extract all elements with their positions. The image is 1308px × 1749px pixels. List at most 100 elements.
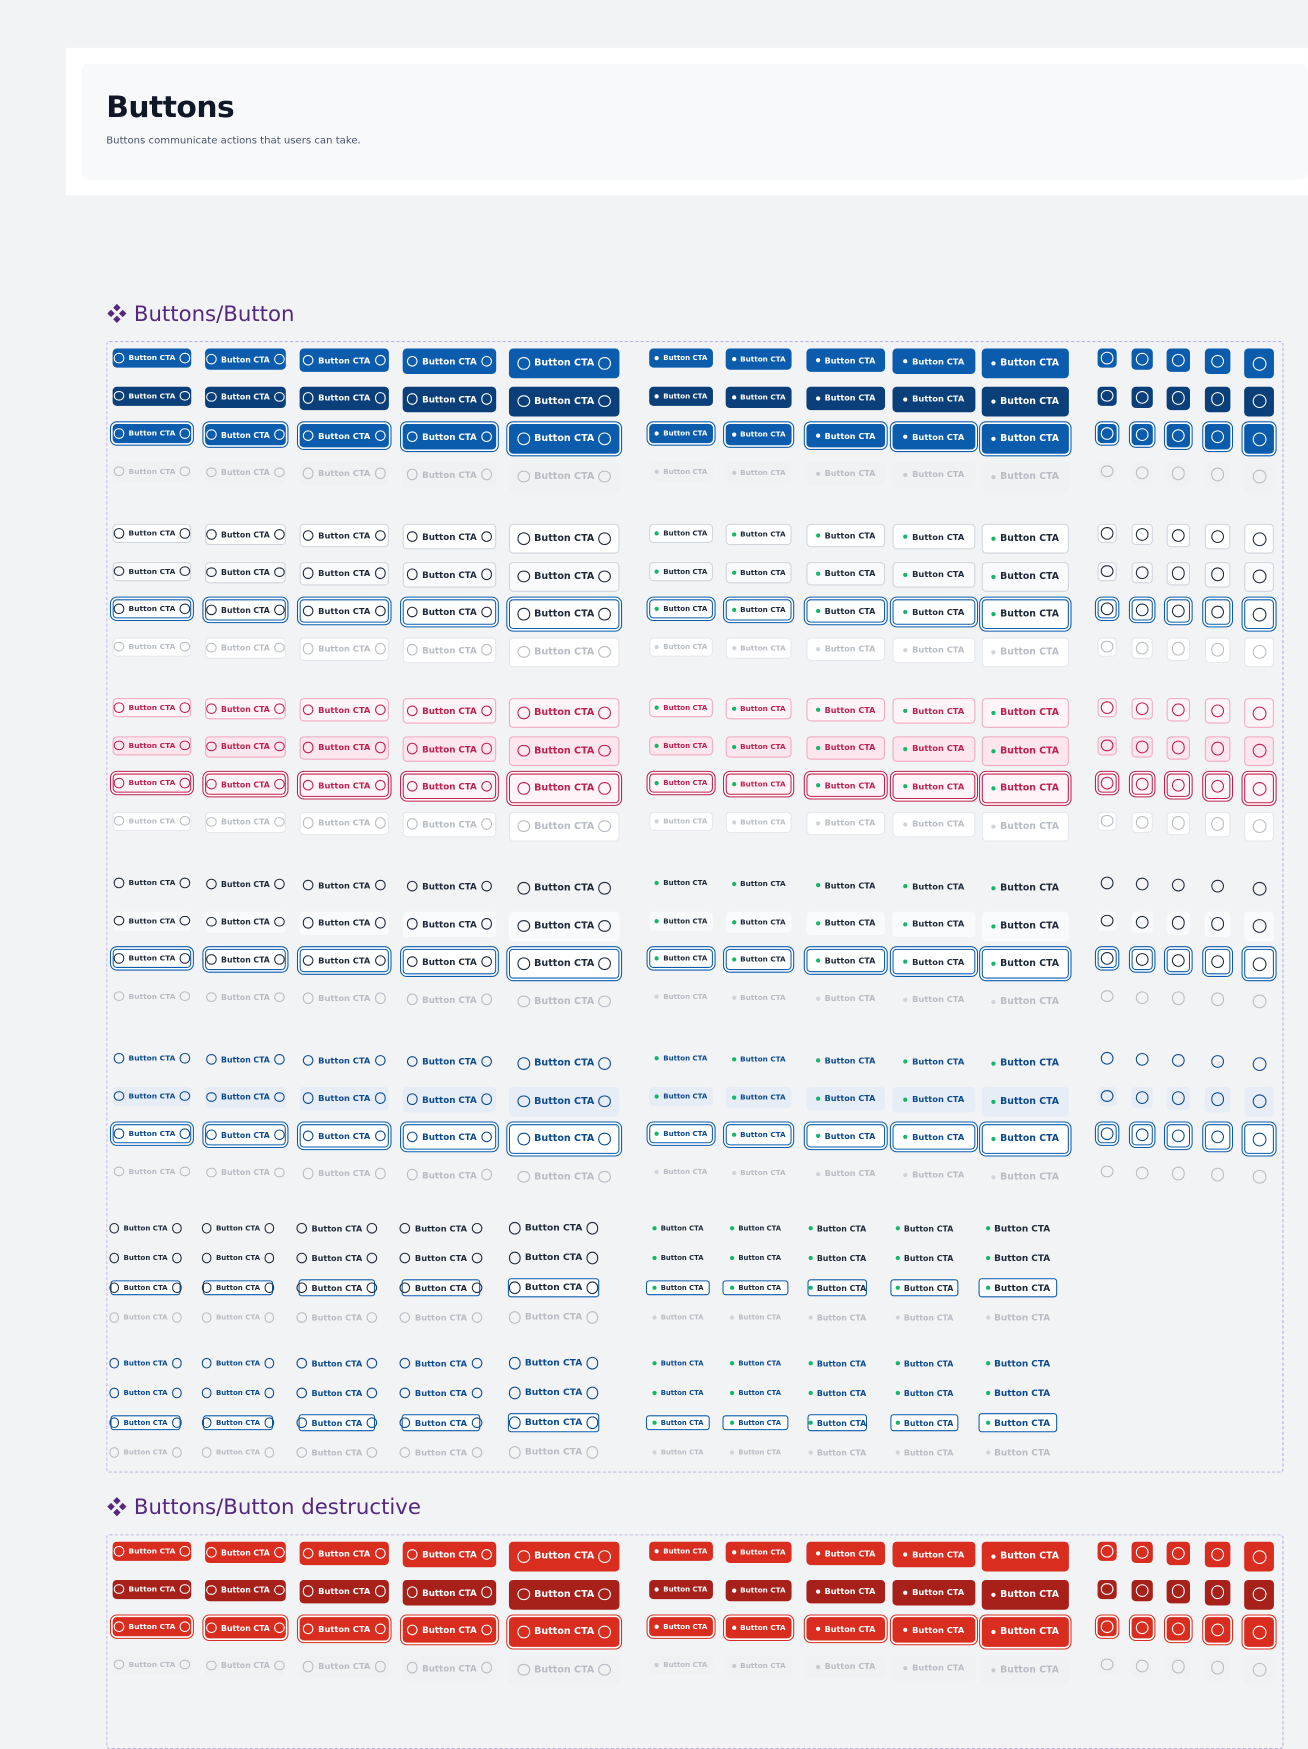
button[interactable]: Button CTA [112,1617,192,1637]
button[interactable]: Button CTA [806,386,886,410]
button[interactable] [1097,948,1117,968]
button[interactable]: Button CTA [806,523,886,548]
button[interactable] [1244,911,1274,941]
button[interactable] [1244,948,1274,979]
button[interactable]: Button CTA [508,1617,620,1647]
button[interactable]: Button CTA [109,1386,182,1401]
button[interactable] [1097,1541,1117,1561]
button[interactable]: Button CTA [402,461,497,488]
button[interactable]: Button CTA [508,911,620,941]
button[interactable]: Button CTA [892,461,976,488]
button[interactable]: Button CTA [649,636,713,657]
button[interactable] [1167,1049,1190,1072]
button[interactable]: Button CTA [299,636,389,661]
button[interactable]: Button CTA [726,1049,792,1070]
button[interactable]: Button CTA [299,523,389,548]
button[interactable]: Button CTA [890,1384,958,1401]
button[interactable] [1131,636,1153,659]
button[interactable]: Button CTA [725,1124,792,1146]
button[interactable]: Button CTA [806,698,886,722]
button[interactable]: Button CTA [981,599,1069,629]
button[interactable]: Button CTA [893,1162,976,1188]
button[interactable]: Button CTA [806,1049,885,1072]
button[interactable] [1244,348,1274,379]
button[interactable]: Button CTA [402,523,497,550]
button[interactable]: Button CTA [112,811,192,831]
button[interactable]: Button CTA [808,1384,868,1401]
button[interactable]: Button CTA [723,1445,789,1460]
button[interactable] [1132,1162,1153,1183]
button[interactable] [1131,561,1153,583]
button[interactable]: Button CTA [109,1356,182,1371]
button[interactable]: Button CTA [649,1541,713,1561]
button[interactable]: Button CTA [649,911,713,931]
button[interactable]: Button CTA [112,698,192,718]
button[interactable]: Button CTA [981,636,1069,667]
button[interactable]: Button CTA [806,873,885,896]
button[interactable]: Button CTA [299,386,389,410]
button[interactable]: Button CTA [981,1617,1069,1647]
button[interactable]: Button CTA [892,386,976,412]
button[interactable] [1097,599,1117,619]
button[interactable]: Button CTA [112,773,192,793]
button[interactable]: Button CTA [892,948,976,975]
button[interactable]: Button CTA [112,386,192,406]
button[interactable]: Button CTA [112,1124,192,1144]
button[interactable]: Button CTA [723,1221,789,1236]
button[interactable] [1132,873,1153,894]
button[interactable]: Button CTA [299,1617,389,1641]
button[interactable]: Button CTA [806,1654,886,1679]
button[interactable] [1131,948,1153,971]
button[interactable]: Button CTA [982,1162,1069,1192]
button[interactable] [1166,1541,1190,1566]
button[interactable]: Button CTA [981,523,1069,554]
button[interactable]: Button CTA [399,1355,483,1372]
button[interactable] [1244,811,1274,841]
button[interactable]: Button CTA [399,1279,483,1297]
button[interactable]: Button CTA [981,1654,1069,1685]
button[interactable]: Button CTA [981,698,1069,728]
button[interactable]: Button CTA [892,561,976,588]
button[interactable]: Button CTA [981,911,1069,941]
button[interactable]: Button CTA [649,1579,713,1599]
button[interactable]: Button CTA [205,386,286,408]
button[interactable]: Button CTA [205,735,286,758]
button[interactable]: Button CTA [892,698,976,724]
button[interactable]: Button CTA [299,599,389,623]
button[interactable]: Button CTA [205,773,286,795]
button[interactable] [1131,348,1153,370]
button[interactable]: Button CTA [205,561,286,583]
button[interactable]: Button CTA [726,1162,792,1183]
button[interactable]: Button CTA [649,1049,713,1068]
button[interactable]: Button CTA [202,1445,274,1460]
button[interactable] [1098,873,1117,892]
button[interactable]: Button CTA [806,636,886,661]
button[interactable] [1097,1086,1117,1106]
button[interactable]: Button CTA [646,1310,710,1325]
button[interactable] [1166,636,1190,661]
button[interactable]: Button CTA [892,423,976,450]
button[interactable]: Button CTA [202,1386,274,1401]
button[interactable]: Button CTA [299,1541,389,1566]
button[interactable]: Button CTA [508,948,620,979]
button[interactable] [1097,1654,1117,1674]
button[interactable]: Button CTA [402,1654,497,1681]
button[interactable]: Button CTA [299,1654,389,1679]
button[interactable]: Button CTA [112,599,192,619]
button[interactable]: Button CTA [508,735,620,766]
button[interactable]: Button CTA [723,1310,789,1325]
button[interactable] [1244,561,1274,592]
button[interactable]: Button CTA [806,348,886,372]
button[interactable] [1097,561,1117,581]
button[interactable] [1244,773,1274,804]
button[interactable]: Button CTA [402,1124,497,1150]
button[interactable]: Button CTA [649,873,713,892]
button[interactable] [1132,1049,1153,1070]
button[interactable]: Button CTA [806,1579,886,1603]
button[interactable]: Button CTA [892,1654,976,1681]
button[interactable]: Button CTA [806,423,886,448]
button[interactable] [1131,1541,1153,1563]
button[interactable] [1204,386,1231,412]
button[interactable]: Button CTA [981,1124,1069,1154]
button[interactable]: Button CTA [508,1654,620,1685]
